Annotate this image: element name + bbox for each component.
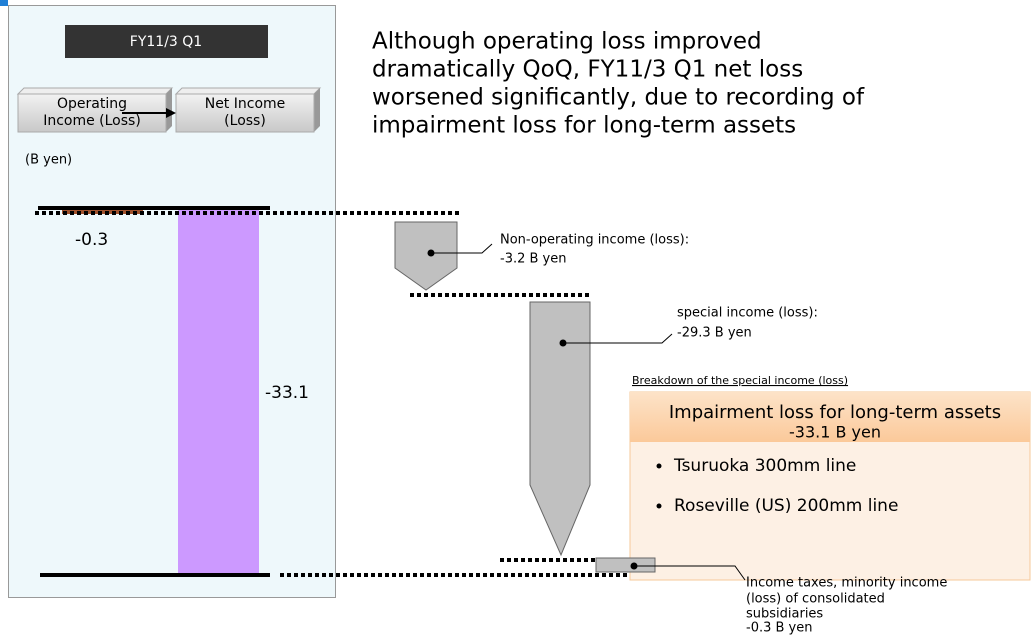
leader bbox=[563, 333, 673, 344]
step-label: (loss) of consolidated bbox=[746, 592, 885, 607]
operating-value: -0.3 bbox=[75, 230, 108, 250]
summary: worsened significantly, due to recording… bbox=[372, 85, 865, 111]
bullet bbox=[656, 463, 662, 469]
net-value: -33.1 bbox=[265, 383, 309, 403]
step-label: Income taxes, minority income bbox=[746, 576, 947, 591]
period: FY11/3 Q1 bbox=[130, 34, 202, 50]
leader bbox=[431, 243, 493, 254]
step-shape bbox=[529, 301, 591, 557]
breakdown-heading: Breakdown of the special income (loss) bbox=[632, 374, 848, 387]
summary: Although operating loss improved bbox=[372, 29, 762, 55]
to-label: (Loss) bbox=[224, 113, 266, 129]
breakdown-item: Roseville (US) 200mm line bbox=[674, 496, 898, 516]
step-shape bbox=[595, 557, 656, 573]
step-label: subsidiaries bbox=[746, 607, 823, 622]
box-top bbox=[16, 87, 174, 95]
breakdown-amount: -33.1 B yen bbox=[789, 423, 881, 442]
breakdown-header bbox=[630, 392, 1030, 442]
arrow-head bbox=[166, 108, 176, 118]
from-label: Income (Loss) bbox=[43, 113, 141, 129]
summary: impairment loss for long-term assets bbox=[372, 113, 796, 139]
breakdown-title: Impairment loss for long-term assets bbox=[669, 402, 1001, 423]
from-label: Operating bbox=[57, 96, 127, 112]
net-bar bbox=[178, 210, 259, 575]
step-label: special income (loss): bbox=[677, 306, 818, 321]
step-amount: -3.2 B yen bbox=[500, 252, 566, 267]
step-amount: -0.3 B yen bbox=[746, 621, 812, 635]
operating-bar bbox=[62, 208, 143, 214]
box-top bbox=[174, 87, 322, 95]
title-marker bbox=[0, 0, 8, 6]
summary: dramatically QoQ, FY11/3 Q1 net loss bbox=[372, 57, 803, 83]
step-amount: -29.3 B yen bbox=[677, 326, 752, 341]
bullet bbox=[656, 503, 662, 509]
leader bbox=[634, 565, 746, 581]
breakdown-item: Tsuruoka 300mm line bbox=[673, 456, 856, 476]
step-shape bbox=[394, 221, 458, 291]
step-label: Non-operating income (loss): bbox=[500, 233, 689, 248]
period-box bbox=[65, 25, 268, 58]
to-label: Net Income bbox=[205, 96, 286, 112]
box-side bbox=[314, 88, 320, 132]
unit: (B yen) bbox=[25, 153, 72, 168]
